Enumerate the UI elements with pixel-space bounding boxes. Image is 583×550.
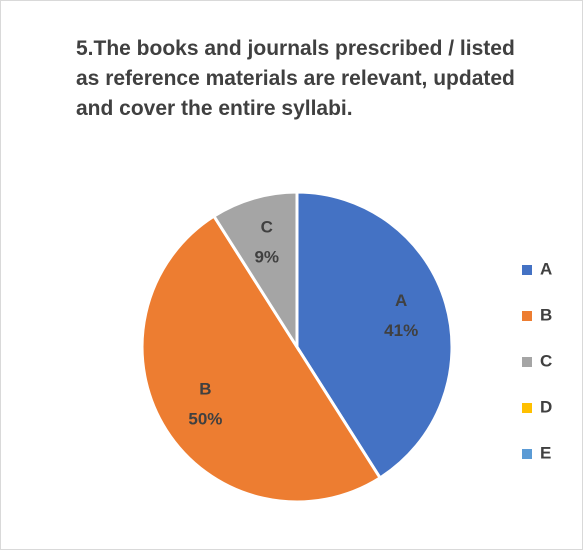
pie-slice	[211, 190, 299, 353]
data-label-category: C	[261, 217, 273, 236]
data-label-category: B	[199, 380, 211, 399]
legend-swatch	[522, 403, 532, 413]
data-label-value: 9%	[254, 247, 279, 266]
legend-swatch	[522, 357, 532, 367]
legend-label: C	[540, 351, 552, 370]
legend-label: D	[540, 397, 552, 416]
pie-slice	[140, 214, 383, 504]
chart-title: 5.The books and journals prescribed / li…	[76, 37, 515, 120]
data-label-value: 41%	[384, 321, 418, 340]
legend-label: A	[540, 259, 552, 278]
legend-swatch	[522, 311, 532, 321]
legend-label: B	[540, 305, 552, 324]
data-label-category: A	[395, 291, 407, 310]
legend-swatch	[522, 449, 532, 459]
legend-swatch	[522, 265, 532, 275]
legend-label: E	[540, 443, 551, 462]
data-label-value: 50%	[188, 410, 222, 429]
